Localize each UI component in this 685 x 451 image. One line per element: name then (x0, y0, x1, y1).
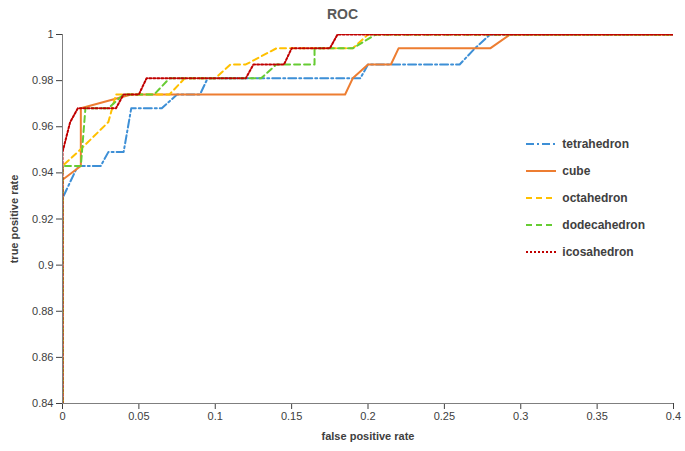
svg-text:0.35: 0.35 (586, 410, 607, 422)
html-text:dodecahedron: dodecahedron (562, 217, 645, 232)
svg-text:0.3: 0.3 (513, 410, 528, 422)
html-text:icosahedron: icosahedron (562, 244, 634, 259)
html-text:ROC: ROC (326, 6, 359, 22)
svg-text:0.15: 0.15 (281, 410, 302, 422)
svg-text:0.25: 0.25 (434, 410, 455, 422)
html-text:octahedron: octahedron (562, 190, 628, 205)
svg-text:0.05: 0.05 (128, 410, 149, 422)
svg-text:0.4: 0.4 (666, 410, 681, 422)
html-text:tetrahedron: tetrahedron (562, 136, 629, 151)
svg-text:0.94: 0.94 (32, 166, 53, 178)
svg-text:0.9: 0.9 (38, 259, 53, 271)
svg-text:false positive rate: false positive rate (322, 430, 415, 442)
svg-text:0.2: 0.2 (360, 410, 375, 422)
svg-text:0.84: 0.84 (32, 397, 53, 409)
svg-text:true positive rate: true positive rate (8, 175, 20, 264)
svg-text:0.1: 0.1 (208, 410, 223, 422)
svg-text:1: 1 (47, 28, 53, 40)
svg-text:0.92: 0.92 (32, 213, 53, 225)
svg-text:0.88: 0.88 (32, 305, 53, 317)
svg-text:0.86: 0.86 (32, 351, 53, 363)
html-text:cube: cube (562, 163, 591, 178)
svg-text:0: 0 (59, 410, 65, 422)
svg-text:0.96: 0.96 (32, 120, 53, 132)
svg-text:0.98: 0.98 (32, 74, 53, 86)
